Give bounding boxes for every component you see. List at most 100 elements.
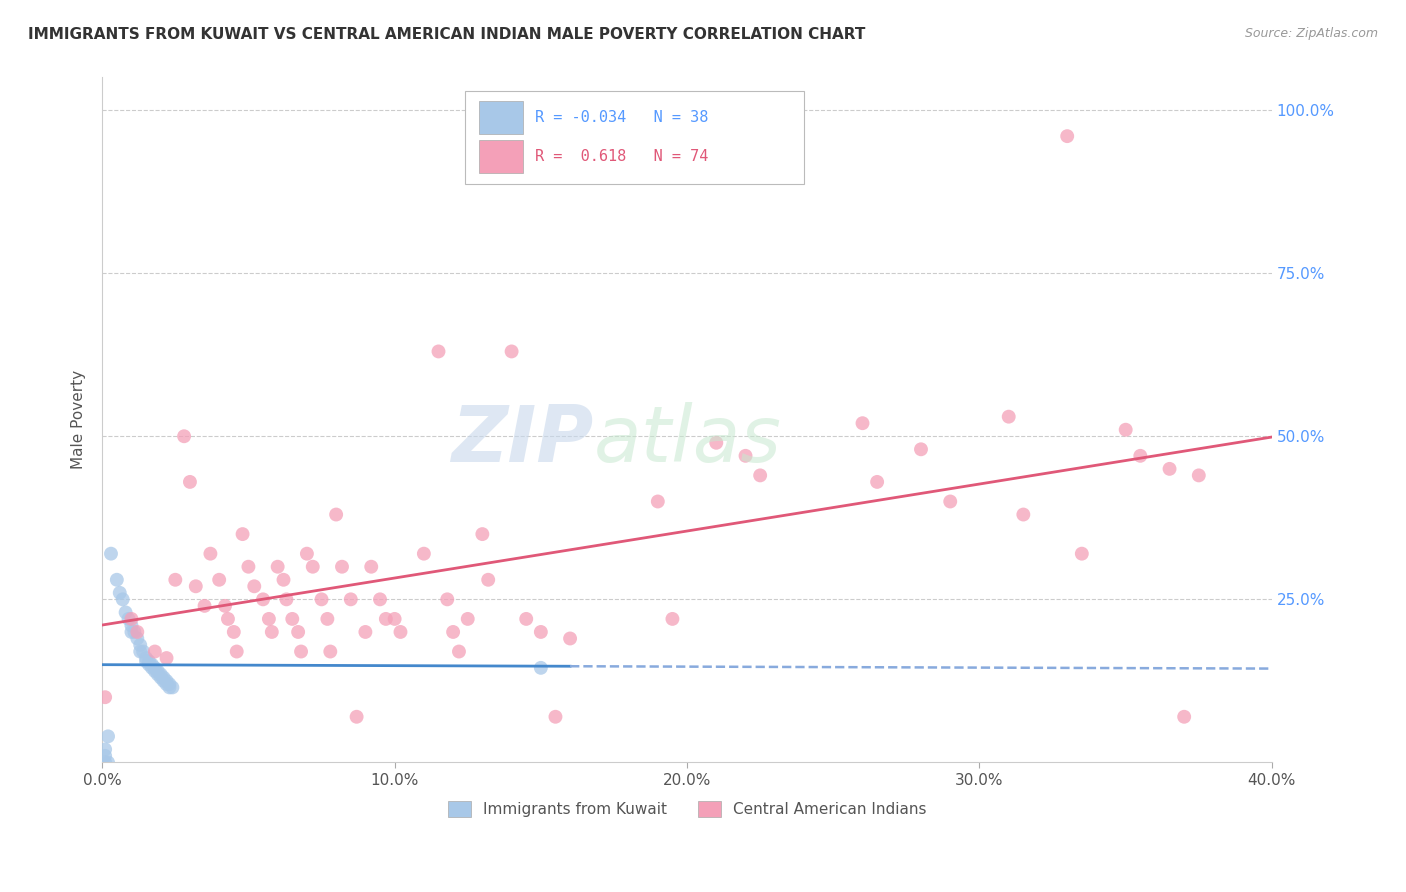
- Point: [149, 671, 172, 685]
- Point: [374, 612, 396, 626]
- Point: [544, 710, 567, 724]
- Point: [530, 624, 553, 639]
- Point: [135, 654, 157, 668]
- Point: [384, 612, 406, 626]
- Point: [471, 527, 494, 541]
- Point: [173, 429, 195, 443]
- Point: [346, 710, 368, 724]
- Point: [155, 677, 177, 691]
- Point: [447, 644, 470, 658]
- Point: [143, 644, 166, 658]
- Point: [114, 606, 136, 620]
- Point: [238, 559, 260, 574]
- Point: [141, 657, 163, 672]
- Point: [330, 559, 353, 574]
- Point: [276, 592, 298, 607]
- Point: [1173, 710, 1195, 724]
- Text: Source: ZipAtlas.com: Source: ZipAtlas.com: [1244, 27, 1378, 40]
- Point: [252, 592, 274, 607]
- Point: [749, 468, 772, 483]
- Point: [120, 612, 142, 626]
- FancyBboxPatch shape: [465, 91, 804, 184]
- Point: [910, 442, 932, 457]
- Point: [427, 344, 450, 359]
- Point: [132, 644, 155, 658]
- Point: [295, 547, 318, 561]
- Point: [647, 494, 669, 508]
- Point: [515, 612, 537, 626]
- Point: [149, 667, 172, 681]
- Point: [225, 644, 247, 658]
- Text: R =  0.618   N = 74: R = 0.618 N = 74: [536, 149, 709, 164]
- Point: [661, 612, 683, 626]
- Point: [162, 681, 184, 695]
- Point: [129, 638, 152, 652]
- Point: [316, 612, 339, 626]
- Legend: Immigrants from Kuwait, Central American Indians: Immigrants from Kuwait, Central American…: [441, 795, 932, 823]
- Point: [117, 612, 139, 626]
- Point: [851, 416, 873, 430]
- Text: ZIP: ZIP: [451, 402, 593, 478]
- Point: [217, 612, 239, 626]
- Point: [146, 664, 169, 678]
- Point: [184, 579, 207, 593]
- Text: IMMIGRANTS FROM KUWAIT VS CENTRAL AMERICAN INDIAN MALE POVERTY CORRELATION CHART: IMMIGRANTS FROM KUWAIT VS CENTRAL AMERIC…: [28, 27, 866, 42]
- Point: [325, 508, 347, 522]
- Point: [319, 644, 342, 658]
- FancyBboxPatch shape: [479, 140, 523, 173]
- Point: [287, 624, 309, 639]
- Point: [436, 592, 458, 607]
- Point: [1188, 468, 1211, 483]
- Point: [155, 651, 177, 665]
- Point: [120, 624, 142, 639]
- Point: [1129, 449, 1152, 463]
- Point: [143, 661, 166, 675]
- Point: [94, 756, 117, 770]
- Point: [290, 644, 312, 658]
- Point: [222, 624, 245, 639]
- Point: [120, 618, 142, 632]
- Point: [273, 573, 295, 587]
- Point: [94, 748, 117, 763]
- Point: [412, 547, 434, 561]
- Point: [997, 409, 1019, 424]
- Point: [159, 677, 181, 691]
- Point: [530, 661, 553, 675]
- Point: [141, 661, 163, 675]
- Point: [111, 592, 134, 607]
- Point: [135, 651, 157, 665]
- Point: [260, 624, 283, 639]
- Point: [214, 599, 236, 613]
- Point: [477, 573, 499, 587]
- Point: [129, 644, 152, 658]
- Point: [105, 573, 128, 587]
- Point: [704, 435, 727, 450]
- Point: [301, 559, 323, 574]
- Point: [97, 729, 120, 743]
- Point: [368, 592, 391, 607]
- Point: [232, 527, 254, 541]
- Point: [281, 612, 304, 626]
- FancyBboxPatch shape: [479, 102, 523, 135]
- Point: [200, 547, 222, 561]
- Point: [243, 579, 266, 593]
- Point: [127, 624, 149, 639]
- Point: [1159, 462, 1181, 476]
- Point: [257, 612, 280, 626]
- Point: [360, 559, 382, 574]
- Point: [94, 690, 117, 705]
- Text: atlas: atlas: [593, 402, 782, 478]
- Point: [558, 632, 581, 646]
- Point: [179, 475, 201, 489]
- Point: [97, 756, 120, 770]
- Point: [866, 475, 889, 489]
- Text: R = -0.034   N = 38: R = -0.034 N = 38: [536, 111, 709, 126]
- Point: [193, 599, 215, 613]
- Point: [734, 449, 756, 463]
- Y-axis label: Male Poverty: Male Poverty: [72, 370, 86, 469]
- Point: [457, 612, 479, 626]
- Point: [208, 573, 231, 587]
- Point: [266, 559, 288, 574]
- Point: [108, 586, 131, 600]
- Point: [100, 547, 122, 561]
